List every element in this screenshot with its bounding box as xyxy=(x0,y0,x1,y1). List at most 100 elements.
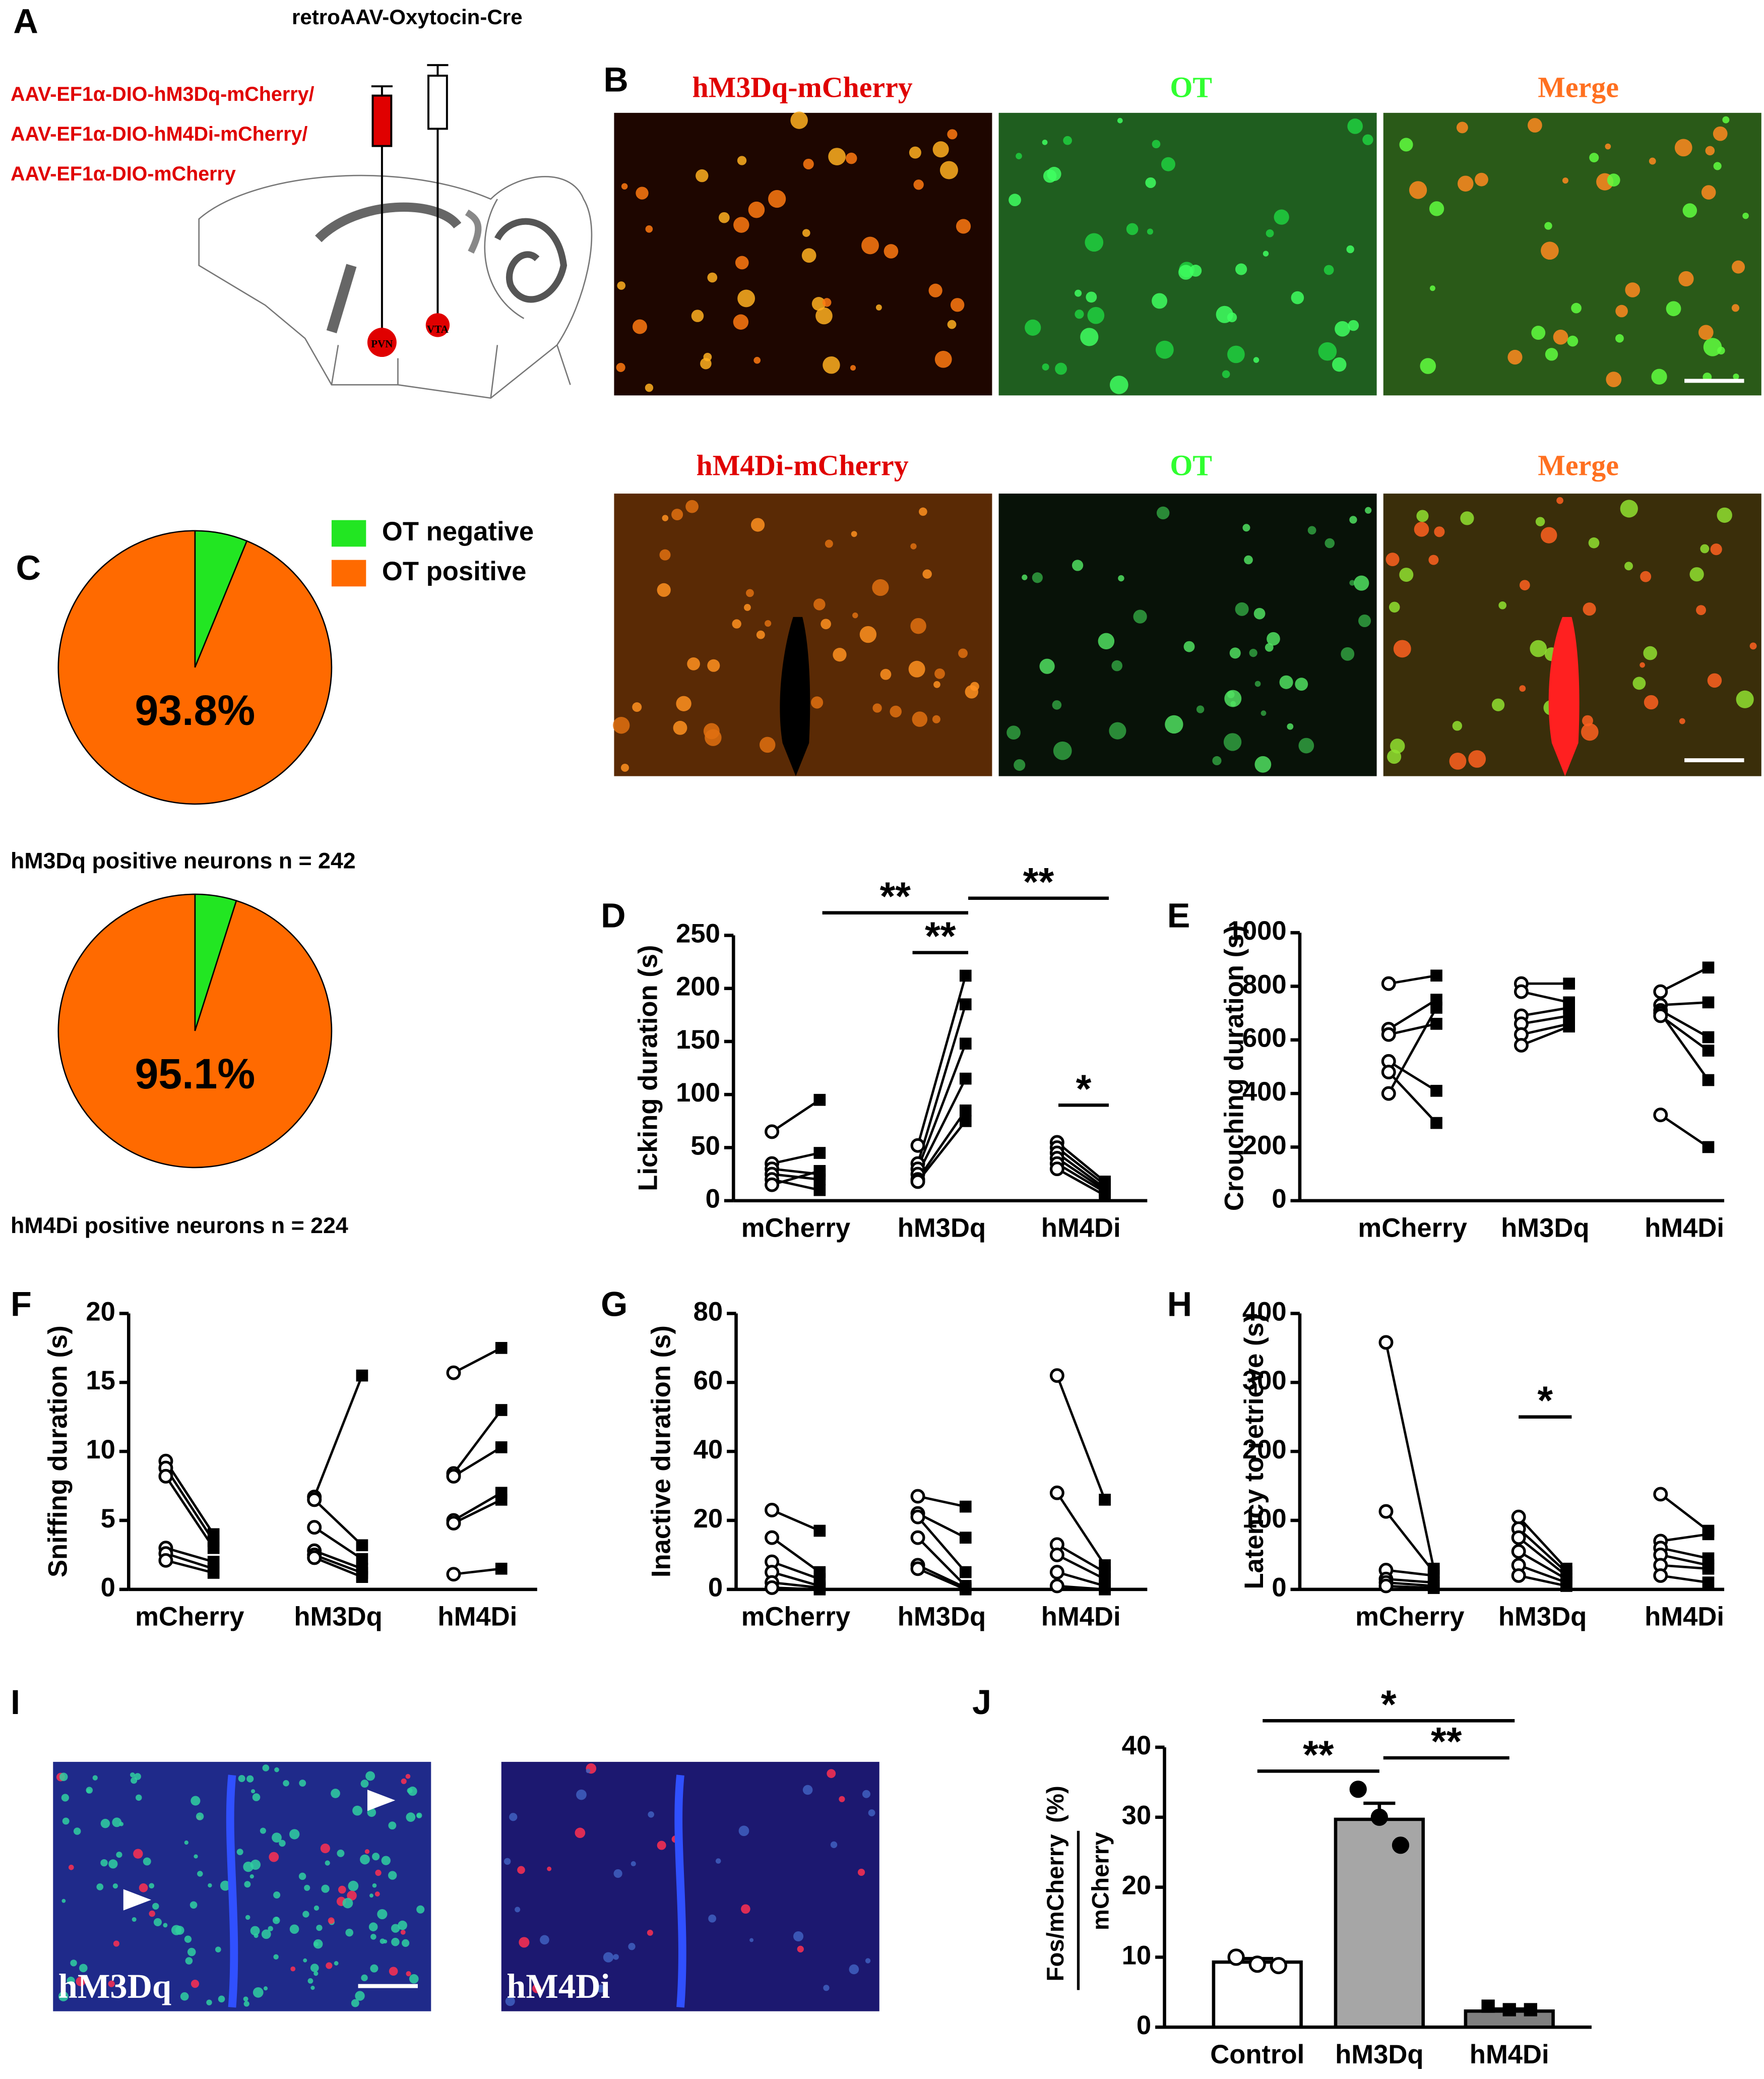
cell xyxy=(391,1924,400,1933)
cell xyxy=(872,703,882,713)
y-tick-label: 300 xyxy=(1242,1366,1287,1395)
cell xyxy=(1235,263,1247,275)
cell xyxy=(1147,228,1154,235)
fos-image-label: hM3Dq xyxy=(58,1967,171,2005)
cell xyxy=(100,1818,110,1828)
cell xyxy=(1644,695,1659,710)
cell xyxy=(532,1984,541,1993)
cell xyxy=(823,356,840,374)
micrograph-label: hM3Dq-mCherry xyxy=(692,71,913,103)
y-axis-label: Inactive duration (s) xyxy=(647,1325,676,1577)
cell xyxy=(857,1868,865,1876)
cell xyxy=(586,1768,591,1774)
cell xyxy=(310,1986,315,1990)
cell xyxy=(220,1880,230,1891)
cell xyxy=(269,1852,279,1862)
pair-line xyxy=(164,1467,215,1542)
cell xyxy=(913,179,924,190)
region-label: VTA xyxy=(427,323,449,335)
cell xyxy=(250,1789,256,1794)
pair-line xyxy=(1660,1009,1709,1038)
cell xyxy=(1700,544,1710,554)
cell xyxy=(659,549,671,561)
data-point xyxy=(1653,1108,1668,1123)
pair-line xyxy=(1056,1168,1106,1197)
cell xyxy=(136,1794,142,1801)
cell xyxy=(1643,646,1657,660)
cell xyxy=(934,350,952,368)
cell xyxy=(1118,575,1124,582)
cell xyxy=(1491,698,1505,711)
data-point xyxy=(495,1494,508,1506)
cell xyxy=(632,319,647,334)
cell xyxy=(1039,658,1055,674)
y-tick-label: 100 xyxy=(1242,1504,1287,1534)
x-tick-label: mCherry xyxy=(1355,1602,1464,1632)
cell xyxy=(1589,153,1599,163)
cell xyxy=(1717,507,1732,523)
y-axis-label: (%) xyxy=(1042,1786,1069,1823)
pair-line xyxy=(1388,974,1437,985)
cell xyxy=(1365,507,1372,514)
cell xyxy=(735,256,749,270)
cell xyxy=(815,307,833,325)
x-tick-label: hM3Dq xyxy=(1501,1213,1589,1243)
cell xyxy=(1428,555,1439,565)
cell xyxy=(299,1780,306,1787)
cell xyxy=(1358,614,1371,628)
pair-line xyxy=(1518,1516,1567,1570)
data-point xyxy=(1524,2003,1537,2016)
cell xyxy=(1295,678,1308,691)
cell xyxy=(1354,575,1369,591)
data-point xyxy=(1392,1837,1410,1854)
cell xyxy=(1022,574,1028,580)
cell xyxy=(617,281,626,290)
y-tick-label: 100 xyxy=(676,1078,720,1108)
data-point xyxy=(1381,1027,1396,1042)
cell xyxy=(828,148,846,166)
data-point xyxy=(1430,1117,1442,1129)
cell xyxy=(360,1854,370,1865)
cell xyxy=(648,1811,655,1818)
cell xyxy=(190,1901,198,1909)
cell xyxy=(621,183,628,190)
cell xyxy=(509,1813,518,1821)
y-tick-label: 200 xyxy=(1242,1435,1287,1464)
pair-line xyxy=(313,1375,363,1498)
cell xyxy=(597,1984,605,1993)
data-point xyxy=(1430,1002,1442,1014)
cell xyxy=(687,657,700,670)
data-point xyxy=(765,1177,780,1192)
cell xyxy=(802,229,810,237)
pair-line xyxy=(1521,1022,1569,1036)
data-point xyxy=(1427,1582,1440,1594)
pair-line xyxy=(1388,1060,1437,1092)
cell xyxy=(369,1893,373,1898)
data-point xyxy=(1378,1335,1394,1350)
data-point xyxy=(207,1567,220,1579)
cell xyxy=(108,1980,115,1987)
pair-line xyxy=(771,1170,820,1186)
x-tick-label: hM4Di xyxy=(1645,1213,1724,1243)
data-point xyxy=(1653,984,1668,999)
cell xyxy=(253,1987,264,1998)
pair-line xyxy=(1057,1584,1105,1591)
cell xyxy=(628,1943,636,1950)
cell xyxy=(153,1918,162,1926)
pair-line xyxy=(164,1460,215,1535)
cell xyxy=(377,1909,388,1920)
micrograph-background xyxy=(501,1761,879,2011)
cell xyxy=(947,129,958,140)
cell xyxy=(1230,701,1236,707)
cell xyxy=(540,1935,549,1945)
cell xyxy=(1335,321,1350,337)
data-point xyxy=(1378,1578,1394,1594)
cell xyxy=(274,1767,279,1772)
lesion xyxy=(780,617,810,776)
cell xyxy=(1393,640,1411,658)
y-tick-label: 60 xyxy=(694,1366,723,1395)
cell xyxy=(1679,718,1685,724)
cell xyxy=(908,660,925,678)
cell xyxy=(1025,319,1041,336)
cell xyxy=(310,1964,319,1972)
